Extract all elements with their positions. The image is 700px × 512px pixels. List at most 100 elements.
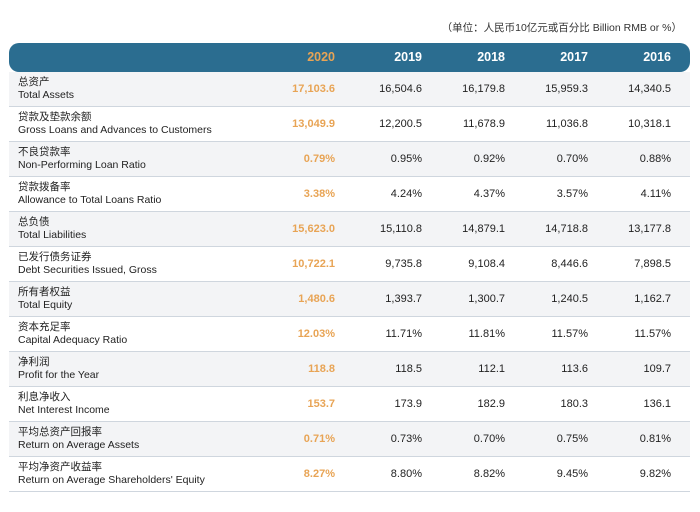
cell-2020: 0.79% bbox=[303, 153, 335, 165]
cell-2018: 11.81% bbox=[468, 328, 506, 340]
cell-2016: 109.7 bbox=[643, 363, 671, 375]
cell-2016: 11.57% bbox=[634, 328, 672, 340]
row-label-en: Total Liabilities bbox=[18, 229, 87, 241]
cell-2019: 16,504.6 bbox=[379, 83, 422, 95]
row-label: 不良贷款率 Non-Performing Loan Ratio bbox=[18, 146, 146, 172]
cell-2017: 0.75% bbox=[556, 433, 588, 445]
cell-2018: 4.37% bbox=[473, 188, 505, 200]
table-row: 净利润 Profit for the Year 118.8 118.5 112.1 113… bbox=[9, 352, 690, 387]
cell-2020: 3.38% bbox=[303, 188, 335, 200]
row-label-en: Profit for the Year bbox=[18, 369, 100, 381]
row-label: 利息净收入 Net Interest Income bbox=[18, 391, 110, 417]
table-row: 总负债 Total Liabilities 15,623.0 15,110.8 14,8… bbox=[9, 212, 690, 247]
cell-2020: 15,623.0 bbox=[292, 223, 335, 235]
cell-2019: 8.80% bbox=[390, 468, 422, 480]
table-body: 总资产 Total Assets 17,103.6 16,504.6 16,179.8 1… bbox=[9, 72, 690, 492]
row-label-zh: 平均总资产回报率 bbox=[18, 426, 102, 438]
cell-2018: 11,678.9 bbox=[462, 118, 505, 130]
table-row: 平均总资产回报率 Return on Average Assets 0.71% 0.7… bbox=[9, 422, 690, 457]
cell-2017: 113.6 bbox=[561, 363, 588, 375]
year-header-2016: 2016 bbox=[643, 50, 671, 64]
cell-2017: 15,959.3 bbox=[545, 83, 588, 95]
unit-note: （单位：人民币10亿元或百分比 Billion RMB or %） bbox=[441, 22, 682, 34]
row-label-zh: 平均净资产收益率 bbox=[18, 461, 102, 473]
row-label: 净利润 Profit for the Year bbox=[18, 356, 99, 382]
cell-2016: 14,340.5 bbox=[628, 83, 671, 95]
cell-2016: 13,177.8 bbox=[628, 223, 671, 235]
cell-2019: 0.95% bbox=[390, 153, 422, 165]
cell-2017: 180.3 bbox=[560, 398, 588, 410]
table-row: 所有者权益 Total Equity 1,480.6 1,393.7 1,300.7 1,… bbox=[9, 282, 690, 317]
cell-2020: 17,103.6 bbox=[292, 83, 335, 95]
cell-2019: 0.73% bbox=[390, 433, 422, 445]
table-row: 已发行债务证券 Debt Securities Issued, Gross 10,7… bbox=[9, 247, 690, 282]
table-row: 资本充足率 Capital Adequacy Ratio 12.03% 11.71% 1… bbox=[9, 317, 690, 352]
cell-2018: 9,108.4 bbox=[468, 258, 505, 270]
cell-2018: 8.82% bbox=[473, 468, 505, 480]
table-row: 不良贷款率 Non-Performing Loan Ratio 0.79% 0.95%… bbox=[9, 142, 690, 177]
cell-2017: 3.57% bbox=[556, 188, 588, 200]
row-label-zh: 已发行债务证券 bbox=[18, 251, 92, 263]
cell-2016: 0.88% bbox=[639, 153, 671, 165]
cell-2017: 11,036.8 bbox=[545, 118, 588, 130]
table-header: 2020 2019 2018 2017 2016 bbox=[9, 43, 690, 72]
cell-2016: 10,318.1 bbox=[628, 118, 671, 130]
cell-2020: 12.03% bbox=[297, 328, 335, 340]
cell-2018: 16,179.8 bbox=[462, 83, 505, 95]
table-row: 贷款及垫款余额 Gross Loans and Advances to Custo… bbox=[9, 107, 690, 142]
row-label-en: Total Assets bbox=[18, 89, 75, 101]
year-header-2017: 2017 bbox=[560, 50, 588, 64]
row-label-zh: 不良贷款率 bbox=[18, 146, 71, 158]
row-label: 贷款及垫款余额 Gross Loans and Advances to Custo… bbox=[18, 111, 212, 137]
cell-2020: 118.8 bbox=[308, 363, 335, 375]
table-row: 贷款拨备率 Allowance to Total Loans Ratio 3.38%… bbox=[9, 177, 690, 212]
row-label: 平均净资产收益率 Return on Average Shareholders' … bbox=[18, 461, 205, 487]
row-label-en: Non-Performing Loan Ratio bbox=[18, 159, 146, 171]
cell-2019: 118.5 bbox=[395, 363, 422, 375]
row-label-zh: 所有者权益 bbox=[18, 286, 71, 298]
cell-2016: 4.11% bbox=[640, 188, 671, 200]
row-label: 平均总资产回报率 Return on Average Assets bbox=[18, 426, 139, 452]
table-row: 总资产 Total Assets 17,103.6 16,504.6 16,179.8 1… bbox=[9, 72, 690, 107]
cell-2019: 12,200.5 bbox=[379, 118, 422, 130]
cell-2018: 182.9 bbox=[477, 398, 505, 410]
cell-2017: 1,240.5 bbox=[551, 293, 588, 305]
cell-2019: 1,393.7 bbox=[385, 293, 422, 305]
row-label-zh: 净利润 bbox=[18, 356, 50, 368]
year-header-2019: 2019 bbox=[394, 50, 422, 64]
cell-2020: 10,722.1 bbox=[292, 258, 335, 270]
cell-2018: 112.1 bbox=[478, 363, 505, 375]
year-header-2018: 2018 bbox=[477, 50, 505, 64]
row-label-en: Gross Loans and Advances to Customers bbox=[18, 124, 212, 136]
cell-2016: 0.81% bbox=[639, 433, 671, 445]
row-label-zh: 总资产 bbox=[18, 76, 50, 88]
cell-2016: 1,162.7 bbox=[634, 293, 671, 305]
row-label-en: Return on Average Shareholders' Equity bbox=[18, 474, 205, 486]
year-header-2020: 2020 bbox=[307, 50, 335, 64]
row-label-en: Return on Average Assets bbox=[18, 439, 140, 451]
cell-2019: 11.71% bbox=[385, 328, 423, 340]
row-label-zh: 贷款及垫款余额 bbox=[18, 111, 92, 123]
row-label-en: Debt Securities Issued, Gross bbox=[18, 264, 157, 276]
row-label: 总负债 Total Liabilities bbox=[18, 216, 86, 242]
cell-2020: 153.7 bbox=[307, 398, 335, 410]
cell-2016: 7,898.5 bbox=[634, 258, 671, 270]
cell-2019: 9,735.8 bbox=[385, 258, 422, 270]
cell-2018: 0.70% bbox=[473, 433, 505, 445]
row-label: 已发行债务证券 Debt Securities Issued, Gross bbox=[18, 251, 157, 277]
row-label-en: Total Equity bbox=[18, 299, 73, 311]
row-label-zh: 贷款拨备率 bbox=[18, 181, 71, 193]
cell-2017: 11.57% bbox=[551, 328, 589, 340]
cell-2019: 173.9 bbox=[394, 398, 422, 410]
cell-2018: 1,300.7 bbox=[468, 293, 505, 305]
row-label-zh: 资本充足率 bbox=[18, 321, 71, 333]
cell-2019: 4.24% bbox=[390, 188, 422, 200]
cell-2016: 9.82% bbox=[639, 468, 671, 480]
cell-2018: 14,879.1 bbox=[462, 223, 505, 235]
table-row: 利息净收入 Net Interest Income 153.7 173.9 182.9 1… bbox=[9, 387, 690, 422]
cell-2019: 15,110.8 bbox=[379, 223, 422, 235]
row-label-en: Net Interest Income bbox=[18, 404, 110, 416]
cell-2017: 14,718.8 bbox=[545, 223, 588, 235]
cell-2018: 0.92% bbox=[473, 153, 505, 165]
